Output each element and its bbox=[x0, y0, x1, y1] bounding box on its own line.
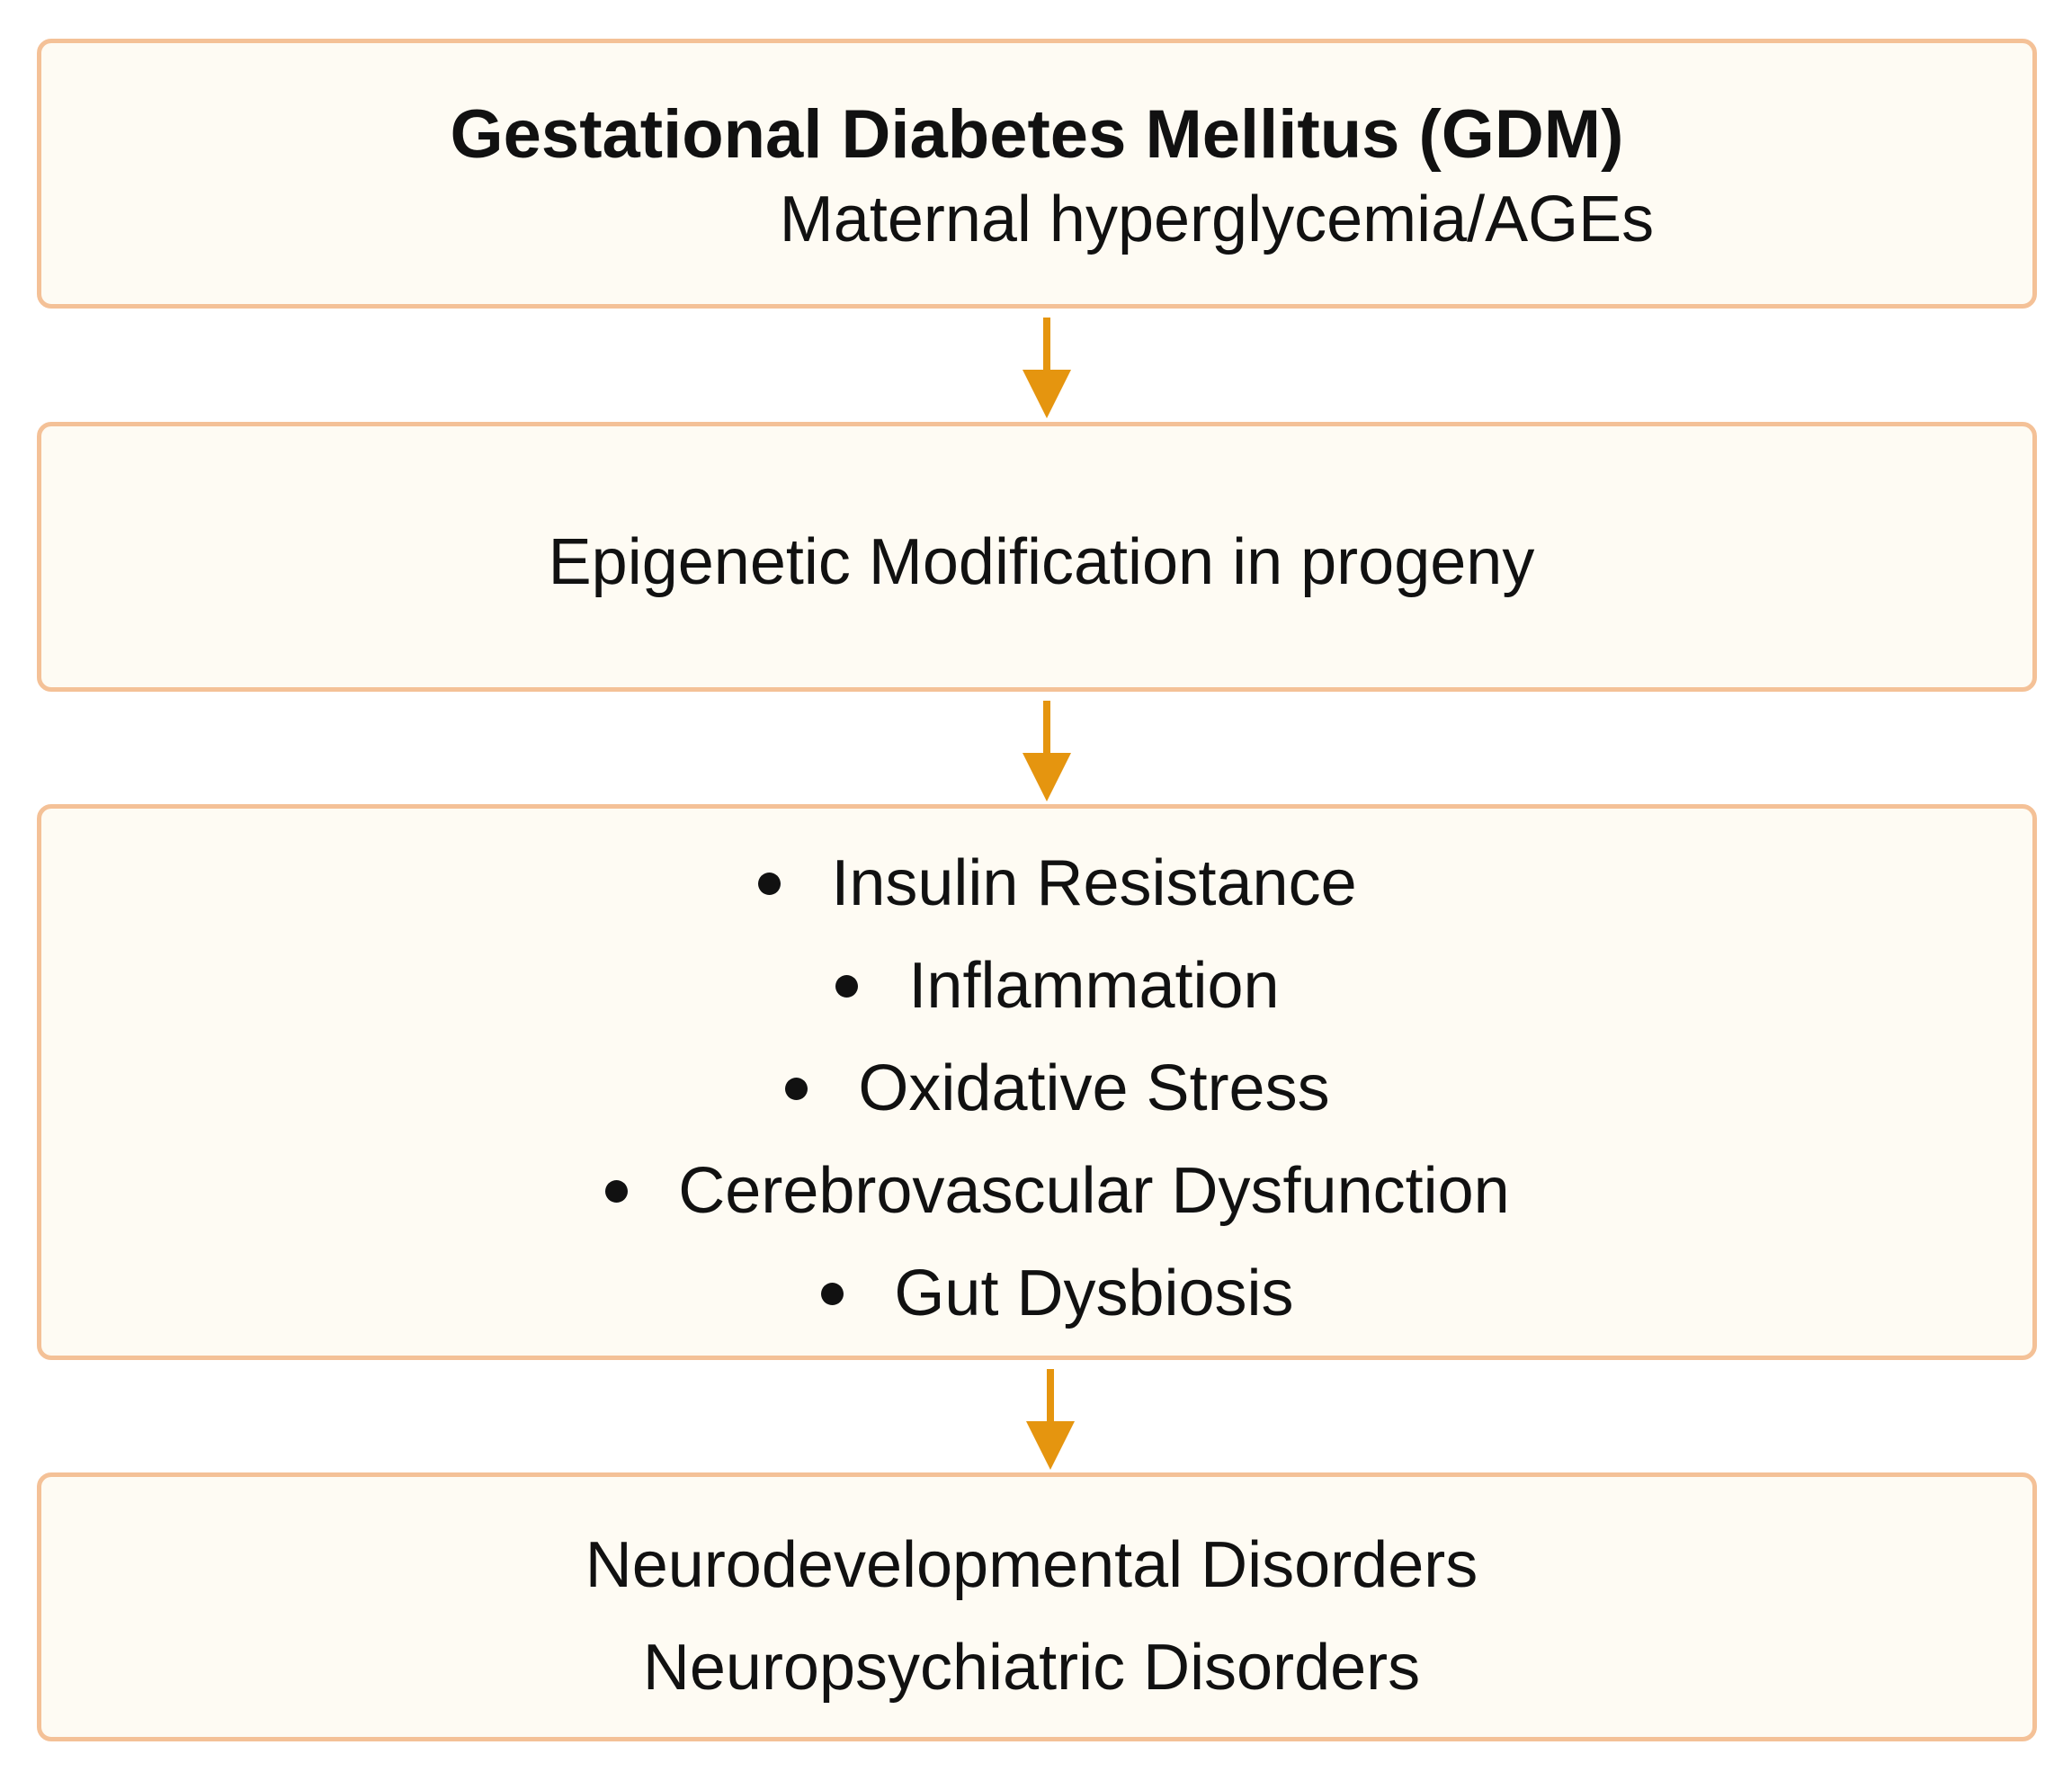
mechanism-label: Oxidative Stress bbox=[858, 1052, 1330, 1124]
outcome-neurodevelopmental: Neurodevelopmental Disorders bbox=[585, 1529, 1478, 1601]
epigenetic-box: Epigenetic Modification in progeny bbox=[37, 422, 2037, 692]
bullet-icon bbox=[835, 975, 859, 998]
mechanism-label: Insulin Resistance bbox=[831, 847, 1357, 919]
list-item: Gut Dysbiosis bbox=[62, 1261, 2053, 1326]
bullet-icon bbox=[605, 1180, 629, 1204]
down-arrow-3 bbox=[1026, 1369, 1075, 1470]
down-arrow-2 bbox=[1023, 701, 1071, 801]
outcome-neuropsychiatric: Neuropsychiatric Disorders bbox=[642, 1632, 1421, 1704]
mechanisms-box: Insulin Resistance Inflammation Oxidativ… bbox=[37, 804, 2037, 1360]
list-item: Cerebrovascular Dysfunction bbox=[62, 1159, 2053, 1223]
gdm-subtitle: Maternal hyperglycemia/AGEs bbox=[779, 183, 1655, 255]
mechanism-label: Cerebrovascular Dysfunction bbox=[678, 1155, 1510, 1227]
epigenetic-text: Epigenetic Modification in progeny bbox=[548, 526, 1535, 598]
bullet-icon bbox=[821, 1283, 844, 1306]
list-item: Inflammation bbox=[62, 953, 2053, 1018]
bullet-icon bbox=[758, 873, 781, 896]
gdm-title: Gestational Diabetes Mellitus (GDM) bbox=[450, 96, 1624, 173]
list-item: Oxidative Stress bbox=[62, 1056, 2053, 1121]
list-item: Insulin Resistance bbox=[62, 851, 2053, 916]
mechanisms-list: Insulin Resistance Inflammation Oxidativ… bbox=[41, 809, 2032, 1356]
outcomes-box: Neurodevelopmental Disorders Neuropsychi… bbox=[37, 1472, 2037, 1741]
mechanism-label: Inflammation bbox=[908, 950, 1280, 1022]
gdm-box: Gestational Diabetes Mellitus (GDM) Mate… bbox=[37, 39, 2037, 309]
bullet-icon bbox=[785, 1078, 808, 1101]
down-arrow-1 bbox=[1023, 318, 1071, 418]
mechanism-label: Gut Dysbiosis bbox=[894, 1257, 1294, 1329]
